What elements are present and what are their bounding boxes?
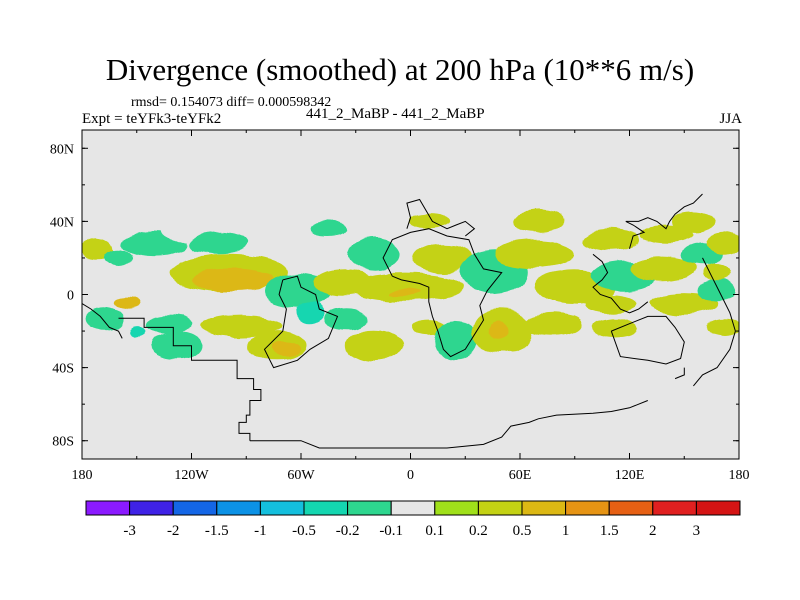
contour-region-43: [671, 210, 716, 233]
contour-region-32: [487, 322, 509, 341]
colorbar-swatch: [565, 500, 610, 516]
coastline-2: [249, 400, 648, 449]
colorbar-label: 0.5: [513, 523, 532, 539]
colorbar-label: 1.5: [600, 523, 619, 539]
colorbar-swatch: [477, 500, 523, 516]
colorbar-swatch: [434, 500, 479, 516]
coastline-11: [82, 303, 123, 339]
colorbar-swatch: [216, 500, 261, 516]
contour-region-42: [651, 292, 718, 315]
colorbar-swatch: [390, 500, 436, 516]
colorbar: -3 -2 -1.5 -1 -0.5 -0.2 -0.1 0.1 0.2 0.5 1 1.5 2 3: [85, 500, 741, 539]
coastline-7: [625, 193, 703, 249]
axis-ticks: 180 120W 60W 0 60E 120E 180 80N 40N 0 40S 80S: [50, 130, 750, 483]
x-tick-label: 60E: [509, 468, 532, 483]
colorbar-swatch: [521, 500, 567, 516]
coastlines: [82, 193, 736, 449]
colorbar-label: 3: [693, 523, 701, 539]
figure-title: Divergence (smoothed) at 200 hPa (10**6 …: [105, 52, 695, 87]
contour-region-5: [127, 325, 146, 337]
colorbar-label: 0.2: [469, 523, 488, 539]
colorbar-swatch: [652, 500, 697, 516]
colorbar-swatch: [608, 500, 654, 516]
contour-region-45: [697, 279, 734, 302]
contour-region-7: [145, 314, 194, 333]
contour-region-2: [103, 248, 134, 267]
contour-region-25: [406, 214, 451, 229]
contour-region-17: [295, 301, 325, 324]
colorbar-label: 2: [649, 523, 657, 539]
contour-region-36: [582, 228, 641, 251]
colorbar-label: -2: [167, 523, 180, 539]
colorbar-label: 0.1: [425, 523, 444, 539]
contour-region-46: [702, 263, 732, 282]
contour-region-11: [191, 268, 272, 291]
season-label: JJA: [719, 111, 742, 127]
colorbar-swatch: [259, 500, 305, 516]
x-tick-label: 0: [407, 468, 414, 483]
y-tick-label: 80N: [50, 142, 74, 157]
experiment-label: Expt = teYFk3-teYFk2: [82, 111, 222, 127]
contour-region-18: [310, 221, 347, 236]
colorbar-swatch: [129, 500, 174, 516]
colorbar-label: -0.2: [336, 523, 360, 539]
contour-region-35: [512, 210, 564, 233]
colorbar-label: -0.1: [379, 523, 403, 539]
coastline-8: [592, 253, 649, 314]
coastline-6: [610, 315, 685, 365]
x-tick-label: 120W: [174, 468, 209, 483]
stats-line: rmsd= 0.154073 diff= 0.000598342: [131, 95, 332, 110]
colorbar-swatch: [347, 500, 392, 516]
contour-region-21: [348, 237, 400, 271]
contour-region-13: [200, 314, 281, 337]
colorbar-swatch: [303, 500, 349, 516]
colorbar-label: -0.5: [292, 523, 316, 539]
contour-region-22: [346, 272, 464, 302]
contour-region-3: [114, 298, 141, 310]
colorbar-swatch: [85, 500, 131, 516]
colorbar-label: -1: [254, 523, 267, 539]
coastline-10: [693, 257, 736, 387]
coastline-9: [674, 367, 685, 380]
coastline-4: [382, 228, 503, 358]
y-tick-label: 40S: [52, 362, 74, 377]
contour-region-40: [640, 225, 692, 244]
y-tick-label: 40N: [50, 215, 74, 230]
x-tick-label: 60W: [287, 468, 315, 483]
contour-region-28: [434, 321, 478, 359]
contour-region-15: [271, 342, 301, 357]
colorbar-swatch: [172, 500, 218, 516]
contour-region-4: [85, 307, 123, 330]
colorbar-label: -3: [123, 523, 136, 539]
x-tick-label: 120E: [615, 468, 645, 483]
cases-label: 441_2_MaBP - 441_2_MaBP: [306, 106, 485, 122]
coastline-5: [406, 198, 476, 237]
x-tick-label: 180: [729, 468, 750, 483]
contour-region-48: [706, 232, 739, 255]
x-tick-label: 180: [72, 468, 93, 483]
colorbar-label: 1: [562, 523, 570, 539]
contour-region-12: [189, 232, 249, 255]
colorbar-swatch: [695, 500, 741, 516]
contour-region-26: [414, 243, 473, 273]
contour-region-24: [344, 329, 404, 363]
y-tick-label: 0: [67, 289, 74, 304]
contour-region-39: [593, 318, 637, 337]
contour-region-23: [390, 289, 420, 297]
contour-region-41: [629, 256, 696, 282]
coastline-1: [118, 317, 262, 441]
coastline-3: [263, 275, 339, 369]
contour-region-30: [494, 239, 575, 269]
contour-region-34: [523, 312, 583, 335]
y-tick-label: 80S: [52, 435, 74, 450]
contour-region-47: [706, 318, 739, 337]
contour-region-20: [324, 307, 369, 330]
contour-region-38: [585, 294, 637, 313]
colorbar-label: -1.5: [205, 523, 229, 539]
